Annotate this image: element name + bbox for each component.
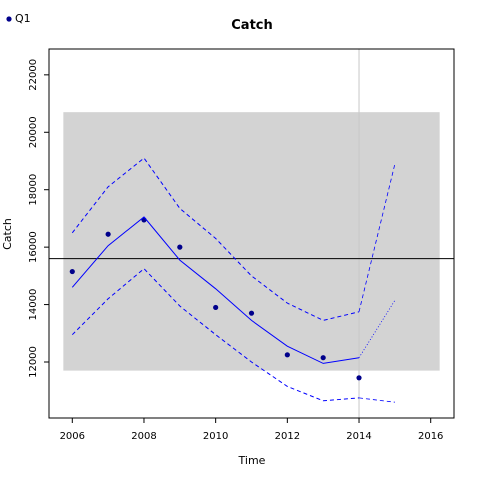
axes-layer: 2006 2008 2010 2012 2014 2016 12000 14000 16000 1… bbox=[28, 59, 443, 442]
x-tick-label: 2010 bbox=[203, 431, 228, 442]
y-tick-label: 14000 bbox=[28, 289, 39, 321]
data-point bbox=[356, 375, 362, 381]
plot-frame bbox=[48, 48, 455, 419]
data-point bbox=[248, 310, 255, 316]
y-tick-label: 12000 bbox=[28, 346, 39, 378]
data-point bbox=[105, 231, 111, 237]
plot-layer bbox=[49, 49, 454, 418]
y-tick-label: 18000 bbox=[28, 174, 39, 206]
y-tick-label: 22000 bbox=[28, 59, 39, 91]
uncertainty-band bbox=[63, 112, 440, 371]
legend: Q1 bbox=[6, 12, 31, 25]
series-line-upper bbox=[71, 157, 360, 321]
y-tick-label: 16000 bbox=[28, 231, 39, 263]
data-point bbox=[177, 244, 183, 250]
data-point bbox=[213, 304, 219, 311]
series-line-fit bbox=[71, 216, 360, 364]
series-line-forecast-mean bbox=[358, 300, 396, 358]
legend-marker-q1 bbox=[6, 16, 12, 22]
chart-title: Catch bbox=[231, 18, 273, 33]
data-point bbox=[69, 268, 75, 275]
series-line-forecast-upper bbox=[358, 163, 396, 312]
x-tick-label: 2012 bbox=[275, 431, 300, 442]
y-axis-label: Catch bbox=[1, 218, 14, 250]
y-tick-label: 20000 bbox=[28, 116, 39, 148]
data-point bbox=[320, 355, 326, 361]
legend-label-q1: Q1 bbox=[15, 12, 31, 25]
x-tick-label: 2008 bbox=[131, 431, 156, 442]
x-tick-label: 2014 bbox=[346, 431, 371, 442]
series-line-lower bbox=[71, 268, 360, 402]
data-point bbox=[284, 352, 290, 358]
series-line-forecast-lower bbox=[358, 397, 395, 403]
x-tick-label: 2016 bbox=[418, 431, 443, 442]
x-axis-label: Time bbox=[238, 454, 266, 467]
x-tick-label: 2006 bbox=[60, 431, 85, 442]
